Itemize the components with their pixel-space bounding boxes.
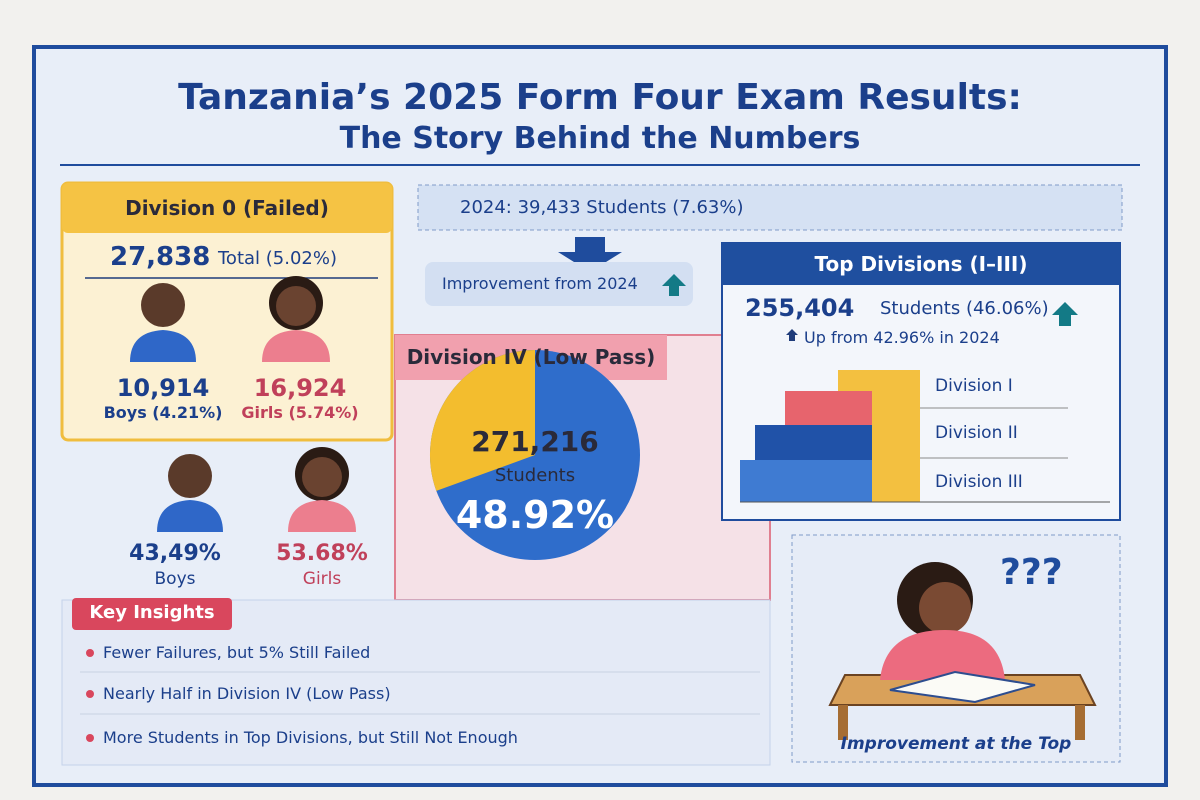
subtitle: The Story Behind the Numbers	[339, 121, 861, 156]
girl-icon	[288, 447, 356, 532]
insights-header	[72, 598, 232, 630]
girls-label: Girls (5.74%)	[241, 403, 359, 422]
heading: Key Insights	[89, 602, 215, 623]
insight: More Students in Top Divisions, but Stil…	[103, 728, 518, 747]
insight: Nearly Half in Division IV (Low Pass)	[103, 684, 391, 703]
pie-wedge	[429, 350, 535, 491]
improvement-box	[425, 262, 693, 306]
title: Tanzania’s 2025 Form Four Exam Results:	[178, 77, 1022, 118]
count: 271,216	[471, 425, 599, 458]
change: Up from 42.96% in 2024	[804, 328, 1000, 347]
down-arrow	[558, 237, 622, 272]
girl-icon	[262, 276, 330, 362]
division-bar	[740, 460, 872, 502]
boys-share: 43,49%	[129, 541, 221, 566]
improvement: Improvement from 2024	[442, 274, 638, 293]
legend-label: Division II	[935, 423, 1018, 443]
total: 27,838	[110, 242, 211, 272]
bullet	[86, 690, 94, 698]
heading: Division 0 (Failed)	[125, 196, 329, 220]
up-arrow-small	[786, 329, 798, 341]
unit: Students	[494, 465, 576, 486]
caption: Improvement at the Top	[840, 734, 1072, 754]
division-bar	[755, 425, 872, 460]
insight: Fewer Failures, but 5% Still Failed	[103, 643, 371, 662]
previous-year: 2024: 39,433 Students (7.63%)	[460, 197, 744, 218]
bullet	[86, 734, 94, 742]
comparison-box	[417, 184, 1123, 231]
question-marks: ???	[1000, 552, 1063, 593]
top-divisions-header	[722, 243, 1120, 285]
boy-icon	[157, 454, 223, 532]
heading: Top Divisions (I–III)	[814, 252, 1028, 276]
count-note: Students (46.06%)	[880, 298, 1049, 319]
girls-share-label: Girls	[302, 569, 342, 589]
count: 255,404	[745, 294, 855, 322]
division-0-header	[62, 183, 392, 233]
legend-label: Division I	[935, 376, 1013, 396]
student-illustration	[828, 562, 1097, 740]
up-arrow	[662, 274, 686, 296]
boys-share-label: Boys	[154, 569, 196, 589]
heading: Division IV (Low Pass)	[406, 345, 656, 369]
bullet	[86, 649, 94, 657]
percent: 48.92%	[455, 493, 615, 537]
boy-icon	[130, 283, 196, 362]
boys-label: Boys (4.21%)	[103, 403, 223, 422]
boys-value: 10,914	[116, 374, 210, 402]
division-bar	[785, 391, 872, 425]
total-note: Total (5.02%)	[218, 248, 337, 269]
girls-share: 53.68%	[276, 541, 368, 566]
legend-label: Division III	[935, 472, 1023, 492]
girls-value: 16,924	[253, 374, 347, 402]
up-arrow	[1052, 302, 1078, 326]
